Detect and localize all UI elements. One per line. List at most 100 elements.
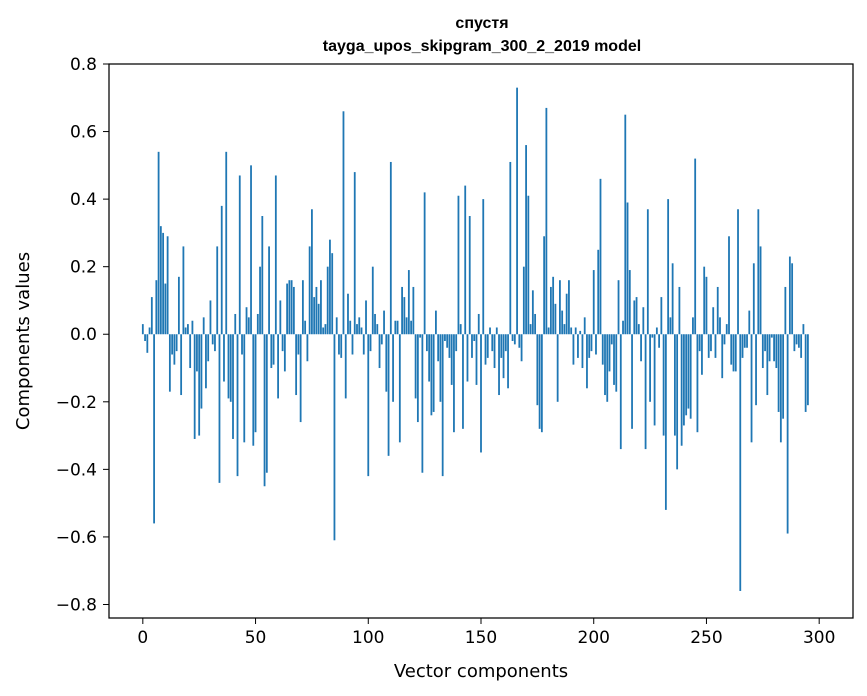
bar <box>277 334 279 399</box>
bar <box>446 334 449 348</box>
bar <box>723 334 726 345</box>
bar <box>304 320 307 335</box>
bar <box>599 178 602 335</box>
bar <box>779 334 782 443</box>
bar <box>534 313 537 335</box>
bar <box>522 266 525 335</box>
bar <box>414 334 417 399</box>
bar <box>324 324 327 335</box>
bar <box>568 280 570 335</box>
bar <box>752 263 755 335</box>
bar <box>272 334 275 365</box>
bar <box>236 334 239 477</box>
bar <box>622 320 624 335</box>
bar <box>274 175 277 335</box>
bar <box>150 297 153 335</box>
bar <box>637 324 640 335</box>
bar <box>342 111 345 335</box>
bar <box>371 266 374 335</box>
bar <box>577 334 579 358</box>
bar <box>624 114 627 335</box>
bar <box>207 334 210 362</box>
bar <box>511 334 514 341</box>
bar <box>164 283 167 335</box>
bar <box>563 324 566 335</box>
bar <box>516 87 518 335</box>
bar <box>658 334 661 348</box>
bar <box>268 246 270 335</box>
bar <box>229 334 232 402</box>
bar <box>696 334 699 433</box>
bar <box>141 324 144 335</box>
bar <box>714 334 717 358</box>
bar <box>283 334 286 372</box>
bar <box>741 334 744 358</box>
bar <box>351 334 354 355</box>
bar <box>678 286 681 335</box>
bar <box>209 300 212 335</box>
bar <box>338 334 340 355</box>
bar <box>340 334 343 358</box>
bar <box>439 334 442 402</box>
bar <box>597 249 600 335</box>
bar <box>159 226 162 335</box>
bar <box>664 334 667 510</box>
bar <box>588 334 591 358</box>
bar <box>232 334 234 439</box>
bar <box>394 320 397 335</box>
bar <box>308 246 311 335</box>
plot-frame <box>108 63 854 619</box>
bar <box>768 334 771 362</box>
bar <box>358 317 361 335</box>
bar <box>290 280 293 335</box>
bar <box>791 263 794 335</box>
bar <box>757 209 760 335</box>
bar <box>162 232 165 335</box>
bar <box>205 334 207 389</box>
bar <box>412 286 415 335</box>
bar <box>241 334 243 355</box>
bar <box>640 334 642 362</box>
bar <box>491 334 494 352</box>
bar <box>689 334 692 419</box>
bar <box>247 317 250 335</box>
bar <box>202 317 205 335</box>
bar <box>444 334 446 341</box>
bar <box>540 334 543 433</box>
bar <box>617 280 620 335</box>
bar <box>710 334 712 352</box>
bar <box>250 165 252 335</box>
bar <box>685 334 688 416</box>
bar <box>493 334 496 369</box>
bar <box>245 307 248 335</box>
bar <box>667 199 670 335</box>
bar <box>238 175 241 335</box>
bar <box>392 334 394 402</box>
bar <box>513 334 516 345</box>
bar <box>301 280 304 335</box>
bar <box>676 334 679 470</box>
bar <box>182 246 185 335</box>
bar <box>198 334 201 436</box>
y-tick-label: 0.6 <box>70 123 97 143</box>
x-tick-label: 150 <box>465 628 497 648</box>
bar <box>565 293 568 335</box>
bar <box>800 334 803 358</box>
bar <box>261 216 264 335</box>
bar <box>626 202 629 335</box>
bar <box>784 286 787 335</box>
bar <box>396 320 399 335</box>
chart-title-line-1: спустя <box>455 15 508 32</box>
bar <box>225 151 228 335</box>
bar <box>430 334 433 416</box>
bar <box>475 334 478 385</box>
bar <box>329 239 331 335</box>
bar <box>389 161 392 335</box>
bar <box>730 334 733 365</box>
bar <box>441 334 444 477</box>
bar <box>380 334 383 345</box>
bar <box>254 334 257 433</box>
bar <box>538 334 541 429</box>
y-tick-label: −0.2 <box>56 393 97 413</box>
bar <box>651 334 654 338</box>
